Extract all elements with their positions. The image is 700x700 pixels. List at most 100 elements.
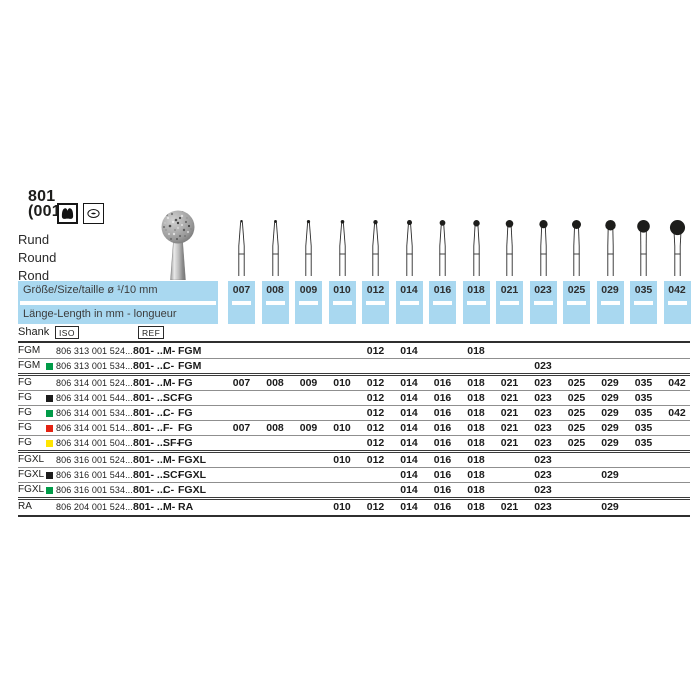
size-value: 012 [366,392,385,404]
size-value: 016 [433,454,452,466]
iso-number: 806 313 001 534... [56,361,133,371]
size-value: 023 [534,484,552,496]
size-column-header: 010 [328,281,356,324]
bur-schematic-023 [530,215,557,280]
size-value: 018 [467,377,485,389]
size-value: 012 [366,422,385,434]
size-value: 025 [567,377,586,389]
iso-number: 806 204 001 524... [56,502,133,512]
size-column-header: 025 [563,281,590,324]
shank-cell: FG [18,407,32,418]
size-value: 029 [601,501,619,513]
size-value: 021 [500,437,519,449]
ref-grit: M- [163,345,176,357]
color-dot-yellow [46,439,53,447]
size-column-header: 016 [429,281,456,324]
color-dot-black [46,394,53,402]
size-value: 010 [333,501,351,513]
product-number-block: 801 (001) [28,188,66,220]
size-value: 012 [366,407,385,419]
size-column-value: 025 [567,284,586,296]
size-header-label-cell: Größe/Size/taille ø ¹/10 mm Länge-Length… [18,281,218,324]
color-dot-green [46,486,53,494]
size-value: 029 [601,407,619,419]
size-value: 023 [534,437,552,449]
row-separator [18,467,690,468]
table-row: FGM 806 313 001 524... 801- ... M- FGM 012 014… [18,344,690,358]
size-column-header: 035 [630,281,657,324]
shank-cell: FGM [18,345,41,356]
size-value: 023 [534,454,552,466]
size-value: 023 [534,360,552,372]
size-column-value: 014 [400,284,418,296]
size-value: 018 [467,501,485,513]
size-value: 035 [634,437,653,449]
size-value: 021 [500,501,519,513]
size-value: 018 [467,407,485,419]
size-value: 018 [467,454,485,466]
bur-schematic-008 [262,215,289,280]
underline-bar [232,301,251,305]
size-value: 023 [534,392,552,404]
size-column-value: 008 [266,284,284,296]
size-value: 025 [567,407,586,419]
shank-cell: FG [18,392,32,403]
product-number: 801 [28,188,56,205]
size-value: 029 [601,377,619,389]
size-value: 010 [333,454,351,466]
ref-prefix: 801- ... [133,484,166,496]
size-header-block: Größe/Size/taille ø ¹/10 mm Länge-Length… [18,281,691,324]
bur-schematic-021 [496,215,523,280]
row-separator [18,435,690,436]
size-column-value: 035 [634,284,653,296]
size-value: 029 [601,437,619,449]
size-value: 035 [634,377,653,389]
size-column-value: 016 [433,284,452,296]
row-separator [18,358,690,359]
ref-grit: M- [163,377,176,389]
size-value: 023 [534,377,552,389]
table-row: FG 806 314 001 534... 801- ... C- FG 012 014 01… [18,406,690,420]
size-value: 016 [433,469,452,481]
tooth-occlusal-icon [83,203,104,224]
size-value: 018 [467,484,485,496]
size-column-value: 007 [232,284,251,296]
size-column-value: 023 [534,284,552,296]
size-value: 014 [400,392,418,404]
ref-prefix: 801- ... [133,377,166,389]
product-names: Rund Round Rond [18,231,56,285]
product-name-fr: Rond [18,268,50,283]
size-value: 010 [333,422,351,434]
size-column-value: 012 [366,284,385,296]
bur-schematic-007 [228,215,255,280]
ref-shank: FGM [178,360,202,372]
underline-bar [20,301,216,305]
size-column-value: 029 [601,284,619,296]
size-value: 016 [433,392,452,404]
size-column-value: 042 [668,284,686,296]
size-value: 014 [400,345,418,357]
table-row: FGXL 806 316 001 534... 801- ... C- FGXL 014 0… [18,483,690,497]
underline-bar [433,301,452,305]
size-column-header: 009 [295,281,322,324]
ref-shank: FG [178,392,193,404]
size-column-header: 008 [261,281,289,324]
size-value: 014 [400,437,418,449]
color-dot-green [46,409,53,417]
underline-bar [399,301,419,305]
application-icons [57,203,104,224]
size-value: 012 [366,345,385,357]
size-column-header: 029 [596,281,624,324]
size-value: 007 [232,377,251,389]
size-value: 014 [400,454,418,466]
size-value: 035 [634,422,653,434]
column-header-row: Shank ISO REF [18,326,690,341]
size-value: 023 [534,501,552,513]
size-value: 016 [433,377,452,389]
iso-number: 806 314 001 514... [56,423,133,433]
row-separator [18,482,690,483]
underline-bar [567,301,586,305]
size-column-value: 018 [467,284,485,296]
size-value: 014 [400,422,418,434]
size-value: 035 [634,392,653,404]
